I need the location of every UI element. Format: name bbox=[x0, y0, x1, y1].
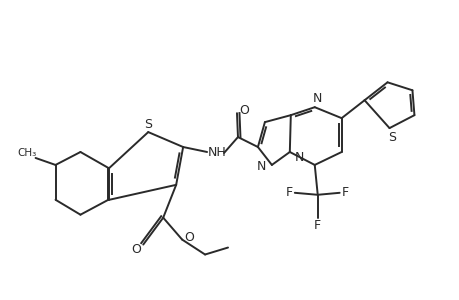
Text: N: N bbox=[313, 92, 322, 105]
Text: N: N bbox=[295, 152, 304, 164]
Text: F: F bbox=[313, 219, 320, 232]
Text: CH₃: CH₃ bbox=[17, 148, 36, 158]
Text: O: O bbox=[184, 231, 194, 244]
Text: O: O bbox=[239, 104, 248, 117]
Text: NH: NH bbox=[207, 146, 226, 160]
Text: S: S bbox=[388, 130, 396, 144]
Text: S: S bbox=[144, 118, 152, 130]
Text: F: F bbox=[341, 186, 348, 199]
Text: N: N bbox=[257, 160, 266, 173]
Text: F: F bbox=[285, 186, 292, 199]
Text: O: O bbox=[131, 243, 141, 256]
